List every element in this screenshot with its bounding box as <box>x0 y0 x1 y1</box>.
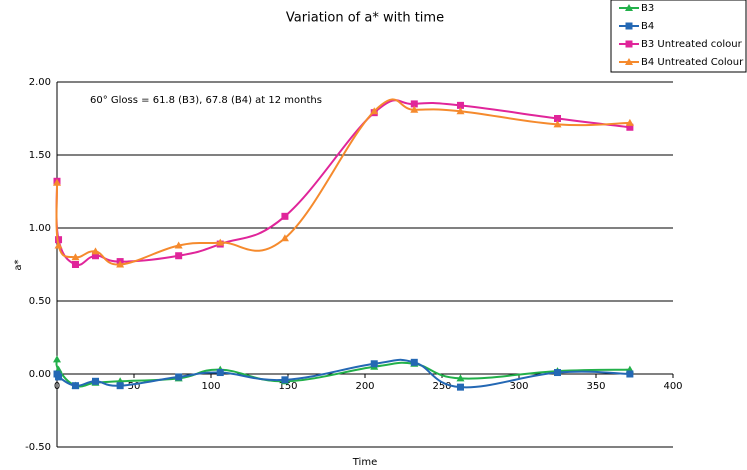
legend-marker <box>625 40 633 48</box>
legend-label: B3 <box>641 3 654 14</box>
data-point <box>553 120 562 128</box>
x-tick-label: 200 <box>355 381 374 392</box>
data-point <box>410 100 418 108</box>
annotation: 60° Gloss = 61.8 (B3), 67.8 (B4) at 12 m… <box>90 95 322 106</box>
x-tick-label: 300 <box>509 381 528 392</box>
data-point <box>554 369 561 377</box>
data-point <box>370 360 378 368</box>
data-point <box>53 355 61 363</box>
x-tick-label: 150 <box>278 381 297 392</box>
data-point <box>216 238 225 246</box>
x-tick-label: 250 <box>432 381 451 392</box>
data-point <box>456 101 464 109</box>
chart-title: Variation of a* with time <box>286 11 444 26</box>
legend-label: B4 <box>641 21 654 32</box>
y-tick-label: 1.00 <box>29 223 51 234</box>
x-axis-label: Time <box>352 457 377 468</box>
x-tick-label: 350 <box>586 381 605 392</box>
data-point <box>216 369 224 377</box>
y-tick-label: -0.50 <box>25 442 51 453</box>
data-point <box>410 358 418 366</box>
series-line <box>55 99 631 267</box>
data-point <box>625 118 634 126</box>
x-tick-label: 50 <box>128 381 141 392</box>
data-point <box>116 260 125 268</box>
data-point <box>92 252 99 260</box>
data-point <box>456 374 465 382</box>
data-point <box>626 123 634 131</box>
legend-marker <box>625 58 633 65</box>
y-axis-label: a* <box>13 259 24 270</box>
data-point <box>626 370 634 378</box>
y-tick-label: 0.00 <box>29 369 51 380</box>
data-point <box>91 247 100 255</box>
data-point <box>92 377 99 385</box>
data-point <box>53 178 61 186</box>
x-tick-label: 400 <box>663 381 682 392</box>
legend-marker <box>625 4 633 11</box>
data-point <box>174 241 183 249</box>
data-point <box>175 252 183 260</box>
data-point <box>71 261 79 268</box>
data-point <box>55 373 63 381</box>
y-tick-label: 2.00 <box>29 77 51 88</box>
data-point <box>280 234 289 242</box>
y-tick-label: 0.50 <box>29 296 51 307</box>
x-tick-label: 0 <box>54 381 60 392</box>
legend-box <box>610 0 747 73</box>
data-point <box>71 253 80 261</box>
y-tick-label: 1.50 <box>29 150 51 161</box>
data-point <box>554 115 561 122</box>
x-tick-label: 100 <box>201 381 220 392</box>
data-point <box>410 105 419 113</box>
data-point <box>175 373 183 381</box>
legend-label: B4 Untreated Colour <box>641 57 744 68</box>
series-line <box>55 98 630 266</box>
data-point <box>281 212 289 220</box>
data-point <box>370 107 379 115</box>
data-point <box>281 376 289 384</box>
data-point <box>456 107 465 115</box>
data-point <box>71 382 79 390</box>
legend-marker <box>625 22 633 30</box>
data-point <box>116 382 124 390</box>
data-point <box>456 383 464 391</box>
data-point <box>54 241 63 249</box>
legend-label: B3 Untreated colour <box>641 39 743 50</box>
